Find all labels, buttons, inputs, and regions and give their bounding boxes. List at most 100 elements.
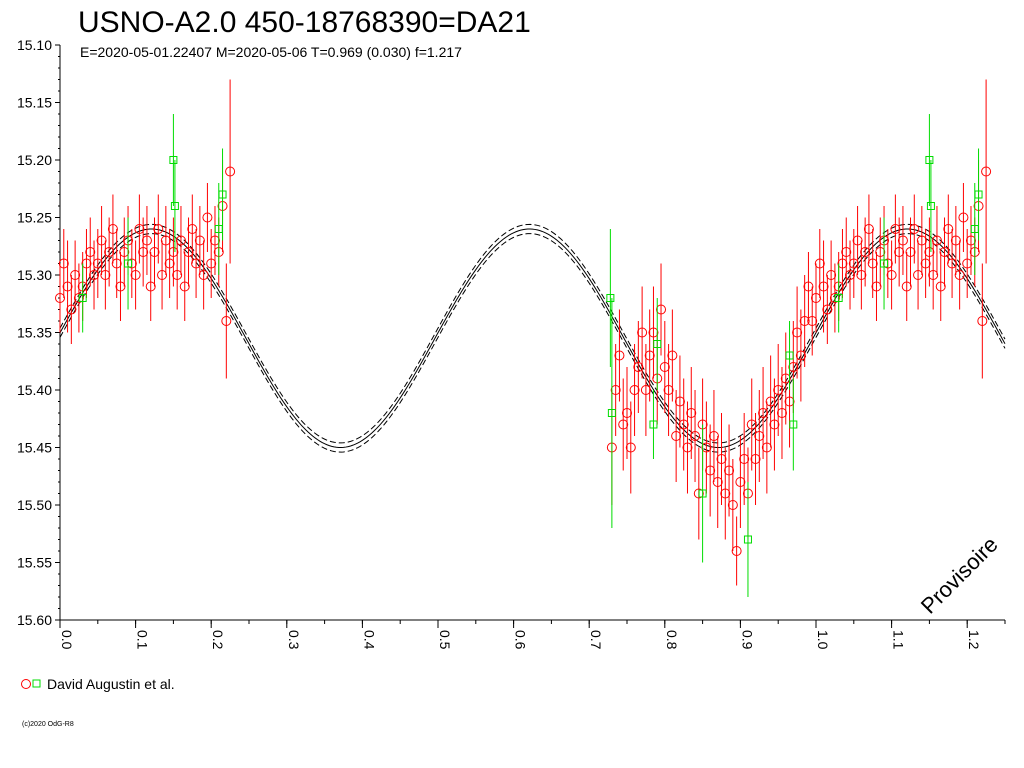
y-tick-label: 15.40 (17, 382, 52, 398)
data-point-circle (202, 212, 213, 223)
data-point-circle (773, 385, 784, 395)
data-point-circle (708, 431, 719, 441)
data-point-circle (194, 235, 205, 246)
data-point-circle (625, 442, 636, 453)
legend: David Augustin et al. (21, 676, 175, 692)
data-point-circle (104, 247, 115, 257)
data-point-circle (977, 316, 988, 326)
data-point-circle (924, 247, 935, 257)
data-point-circle (614, 350, 625, 361)
data-point-square (974, 190, 983, 199)
data-point-circle (735, 477, 746, 487)
data-point-circle (70, 270, 81, 280)
y-tick-label: 15.55 (17, 555, 52, 571)
data-point-circle (867, 258, 878, 269)
legend-label: David Augustin et al. (47, 676, 175, 692)
x-tick-label: 0.5 (437, 630, 453, 650)
data-point-circle (629, 385, 640, 395)
data-point-circle (958, 212, 969, 223)
data-point-circle (769, 419, 780, 430)
data-point-square (607, 409, 616, 417)
data-point-circle (981, 166, 992, 177)
data-point-circle (160, 235, 171, 246)
copyright-note: (c)2020 OdG-R8 (22, 721, 74, 728)
data-point-circle (731, 546, 742, 556)
data-point-circle (633, 362, 644, 372)
x-tick-label: 0.0 (59, 630, 75, 650)
x-tick-label: 0.1 (135, 630, 151, 650)
data-point-circle (92, 258, 103, 269)
x-tick-label: 0.8 (664, 630, 680, 650)
data-point-circle (157, 270, 168, 280)
data-point-circle (225, 166, 236, 177)
data-point-circle (187, 224, 198, 234)
y-tick-label: 15.15 (17, 95, 52, 111)
data-point-circle (720, 488, 731, 499)
provisoire-watermark: Provisoire (916, 532, 1003, 619)
x-tick-label: 0.6 (513, 630, 529, 650)
data-point-circle (901, 281, 912, 292)
data-point-circle (111, 258, 122, 269)
model-curve-line (59, 228, 1006, 448)
y-tick-label: 15.60 (17, 612, 52, 628)
legend-square-marker (32, 679, 41, 688)
data-point-circle (811, 293, 821, 303)
data-point-circle (822, 304, 833, 315)
data-point-circle (871, 281, 882, 292)
data-point-circle (758, 408, 769, 418)
data-point-circle (765, 396, 776, 407)
data-point-circle (85, 247, 96, 257)
y-tick-label: 15.10 (17, 37, 52, 53)
data-point-circle (96, 235, 107, 246)
data-point-square (698, 489, 707, 498)
x-ticks: 0.0 0.1 0.2 0.3 0.4 0.5 0.6 0.7 0.8 0.9 1.0 1.1 1.2 (59, 620, 1006, 650)
data-point-circle (954, 270, 965, 280)
data-point-circle (191, 258, 202, 269)
data-point-circle (62, 281, 73, 292)
data-point-circle (674, 396, 685, 407)
data-point-circle (640, 385, 651, 395)
data-point-circle (81, 258, 92, 269)
data-point-square (785, 351, 794, 360)
data-point-circle (153, 224, 164, 234)
data-point-circle (644, 350, 655, 361)
axes (59, 45, 1005, 621)
data-point-circle (89, 270, 100, 280)
data-point-circle (965, 235, 976, 246)
data-point-circle (905, 247, 916, 257)
data-point-circle (637, 327, 648, 338)
data-point-circle (705, 465, 716, 476)
x-tick-label: 1.1 (891, 630, 907, 650)
data-point-circle (935, 281, 946, 292)
x-tick-label: 0.3 (286, 630, 302, 650)
data-point-circle (659, 362, 670, 372)
data-point-circle (671, 431, 682, 441)
data-point-circle (818, 281, 829, 292)
data-point-circle (701, 442, 712, 453)
data-point-circle (845, 270, 856, 280)
data-point-circle (795, 350, 806, 361)
data-point-circle (100, 270, 111, 280)
x-tick-label: 0.7 (588, 630, 604, 650)
data-point-circle (931, 235, 942, 246)
data-point-circle (134, 224, 145, 234)
data-point-circle (863, 224, 874, 234)
data-point-circle (920, 258, 931, 269)
data-point-circle (209, 235, 220, 246)
data-point-circle (727, 500, 738, 510)
data-point-circle (172, 270, 183, 280)
data-point-circle (939, 247, 950, 257)
data-point-circle (916, 235, 927, 246)
data-point-circle (690, 431, 701, 441)
data-point-circle (663, 385, 674, 395)
y-tick-label: 15.45 (17, 440, 52, 456)
legend-circle-marker (21, 679, 31, 689)
data-point-circle (852, 235, 863, 246)
data-point-circle (848, 258, 859, 269)
data-point-circle (875, 247, 886, 257)
data-point-circle (784, 396, 795, 407)
data-point-circle (724, 465, 735, 476)
red-circle-series (55, 79, 992, 586)
data-point-circle (962, 258, 973, 269)
data-series (55, 79, 992, 597)
